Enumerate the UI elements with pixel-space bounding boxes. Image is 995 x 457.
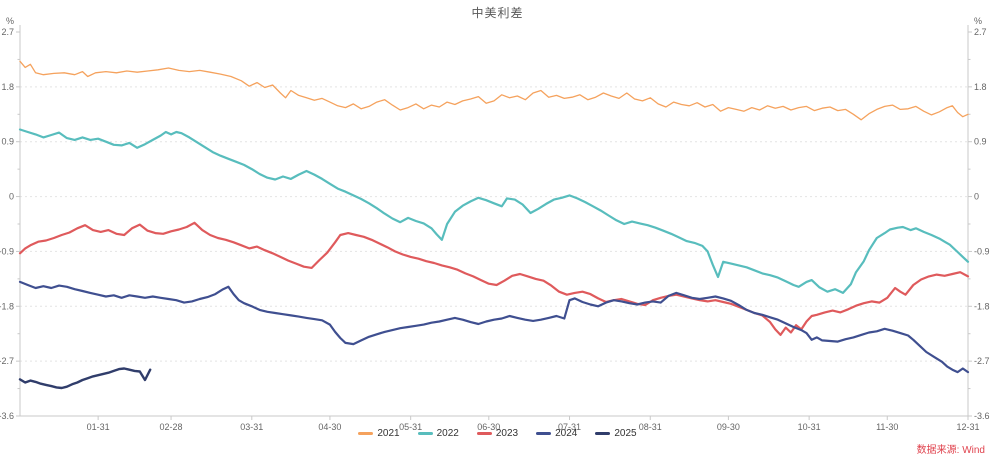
legend-item-2023[interactable]: 2023 — [476, 428, 519, 439]
y-tick-label-left: 0 — [9, 192, 14, 202]
legend-swatch-2025 — [595, 432, 611, 435]
y-tick-label-left: 1.8 — [1, 82, 14, 92]
y-tick-label-right: 0 — [974, 192, 979, 202]
legend-label-2022: 2022 — [436, 428, 459, 439]
legend-item-2025[interactable]: 2025 — [595, 428, 637, 439]
x-tick-label: 04-30 — [318, 422, 341, 432]
x-tick-label: 03-31 — [240, 422, 263, 432]
y-tick-label-right: 2.7 — [974, 27, 987, 37]
x-tick-label: 05-31 — [399, 422, 422, 432]
x-tick-label: 06-30 — [477, 422, 500, 432]
y-tick-label-left: -3.6 — [0, 411, 14, 421]
legend-item-2024[interactable]: 2024 — [536, 428, 577, 439]
y-tick-label-right: -3.6 — [974, 411, 990, 421]
y-tick-label-left: 0.9 — [1, 137, 14, 147]
series-line-2023 — [18, 221, 970, 336]
y-tick-label-left: -0.9 — [0, 246, 14, 256]
x-axis-ticks: 01-31 02-28 03-31 04-30 05-31 06-30 07-31 08-31… — [87, 416, 980, 432]
legend-swatch-2023 — [476, 432, 492, 435]
y-gridlines — [20, 86, 968, 362]
y-tick-label-left: -1.8 — [0, 301, 14, 311]
y-axis-unit: % — [974, 16, 982, 26]
x-tick-label: 10-31 — [798, 422, 821, 432]
series-line-2021 — [19, 60, 969, 121]
x-tick-label: 01-31 — [87, 422, 110, 432]
x-tick-label: 07-31 — [558, 422, 581, 432]
y-tick-label-right: -2.7 — [974, 356, 990, 366]
y-axis-unit: % — [6, 16, 14, 26]
legend-swatch-2024 — [536, 432, 552, 435]
y-axis-ticks: 2.7 2.7 1.8 1.8 0.9 0.9 0 0 -0.9 -0.9 -1.8 -1.8 -2.7… — [0, 16, 990, 421]
chart-legend: 2021 2022 2023 2024 2025 — [0, 428, 995, 439]
chart-title: 中美利差 — [471, 6, 524, 20]
series-line-2025 — [18, 367, 152, 390]
x-tick-label: 08-31 — [639, 422, 662, 432]
legend-item-2022[interactable]: 2022 — [417, 428, 459, 439]
legend-label-2023: 2023 — [495, 428, 519, 439]
y-tick-label-right: -1.8 — [974, 301, 990, 311]
y-tick-label-right: 0.9 — [974, 137, 987, 147]
series-line-2024 — [18, 280, 970, 374]
legend-swatch-2021 — [358, 432, 374, 435]
legend-label-2021: 2021 — [377, 428, 400, 439]
legend-swatch-2022 — [417, 432, 433, 435]
x-tick-label: 12-31 — [956, 422, 979, 432]
legend-label-2024: 2024 — [555, 428, 578, 439]
y-tick-label-left: -2.7 — [0, 356, 14, 366]
legend-item-2021[interactable]: 2021 — [358, 428, 400, 439]
data-source-note: 数据来源: Wind — [916, 445, 985, 456]
x-tick-label: 02-28 — [160, 422, 183, 432]
axes — [19, 25, 969, 417]
y-tick-label-right: -0.9 — [974, 246, 990, 256]
legend-label-2025: 2025 — [614, 428, 637, 439]
x-tick-label: 11-30 — [876, 422, 898, 432]
series-line-2022 — [18, 128, 970, 294]
y-tick-label-left: 2.7 — [1, 27, 14, 37]
x-tick-label: 09-30 — [717, 422, 740, 432]
y-tick-label-right: 1.8 — [974, 82, 987, 92]
